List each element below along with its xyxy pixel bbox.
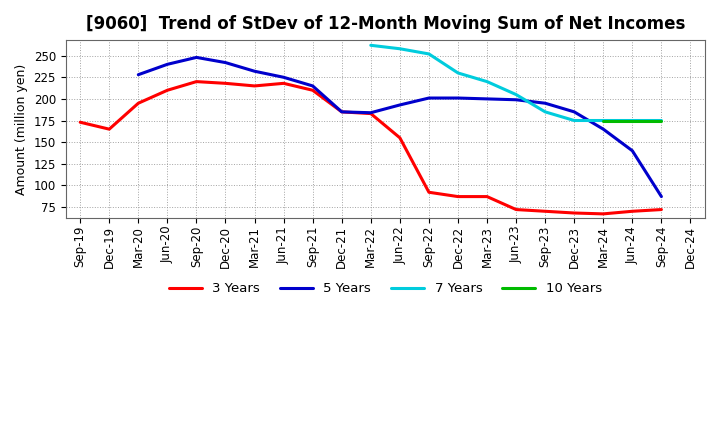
- 7 Years: [454, 70, 462, 76]
- 5 Years: [512, 97, 521, 103]
- 3 Years: [279, 81, 288, 86]
- 7 Years: [628, 118, 636, 123]
- 3 Years: [628, 209, 636, 214]
- 5 Years: [251, 69, 259, 74]
- 3 Years: [425, 190, 433, 195]
- 5 Years: [570, 109, 579, 114]
- 7 Years: [570, 118, 579, 123]
- 5 Years: [163, 62, 171, 67]
- 3 Years: [541, 209, 549, 214]
- 3 Years: [105, 127, 114, 132]
- Line: 3 Years: 3 Years: [80, 81, 662, 214]
- 5 Years: [366, 110, 375, 115]
- Y-axis label: Amount (million yen): Amount (million yen): [15, 63, 28, 195]
- 3 Years: [599, 211, 608, 216]
- 5 Years: [134, 72, 143, 77]
- 10 Years: [628, 118, 636, 123]
- Line: 5 Years: 5 Years: [138, 57, 662, 197]
- 3 Years: [570, 210, 579, 216]
- 3 Years: [76, 120, 84, 125]
- 7 Years: [512, 92, 521, 97]
- 3 Years: [657, 207, 666, 212]
- 5 Years: [628, 148, 636, 154]
- 5 Years: [482, 96, 491, 102]
- 5 Years: [279, 75, 288, 80]
- 7 Years: [425, 51, 433, 57]
- 5 Years: [338, 109, 346, 114]
- Title: [9060]  Trend of StDev of 12-Month Moving Sum of Net Incomes: [9060] Trend of StDev of 12-Month Moving…: [86, 15, 685, 33]
- 3 Years: [482, 194, 491, 199]
- 5 Years: [308, 83, 317, 88]
- 3 Years: [395, 135, 404, 140]
- 10 Years: [657, 118, 666, 123]
- 3 Years: [512, 207, 521, 212]
- 7 Years: [541, 109, 549, 114]
- 7 Years: [482, 79, 491, 84]
- 3 Years: [366, 111, 375, 116]
- 5 Years: [425, 95, 433, 101]
- 10 Years: [599, 118, 608, 123]
- 5 Years: [395, 103, 404, 108]
- 7 Years: [395, 46, 404, 51]
- 7 Years: [657, 118, 666, 123]
- 5 Years: [657, 194, 666, 199]
- 5 Years: [221, 60, 230, 65]
- 5 Years: [599, 127, 608, 132]
- 3 Years: [251, 83, 259, 88]
- 3 Years: [338, 109, 346, 114]
- 3 Years: [308, 88, 317, 93]
- Line: 7 Years: 7 Years: [371, 45, 662, 121]
- 7 Years: [599, 118, 608, 123]
- 3 Years: [221, 81, 230, 86]
- 5 Years: [541, 101, 549, 106]
- 5 Years: [454, 95, 462, 101]
- 3 Years: [134, 101, 143, 106]
- 7 Years: [366, 43, 375, 48]
- 3 Years: [454, 194, 462, 199]
- 3 Years: [163, 88, 171, 93]
- Legend: 3 Years, 5 Years, 7 Years, 10 Years: 3 Years, 5 Years, 7 Years, 10 Years: [163, 277, 607, 301]
- 5 Years: [192, 55, 201, 60]
- 3 Years: [192, 79, 201, 84]
